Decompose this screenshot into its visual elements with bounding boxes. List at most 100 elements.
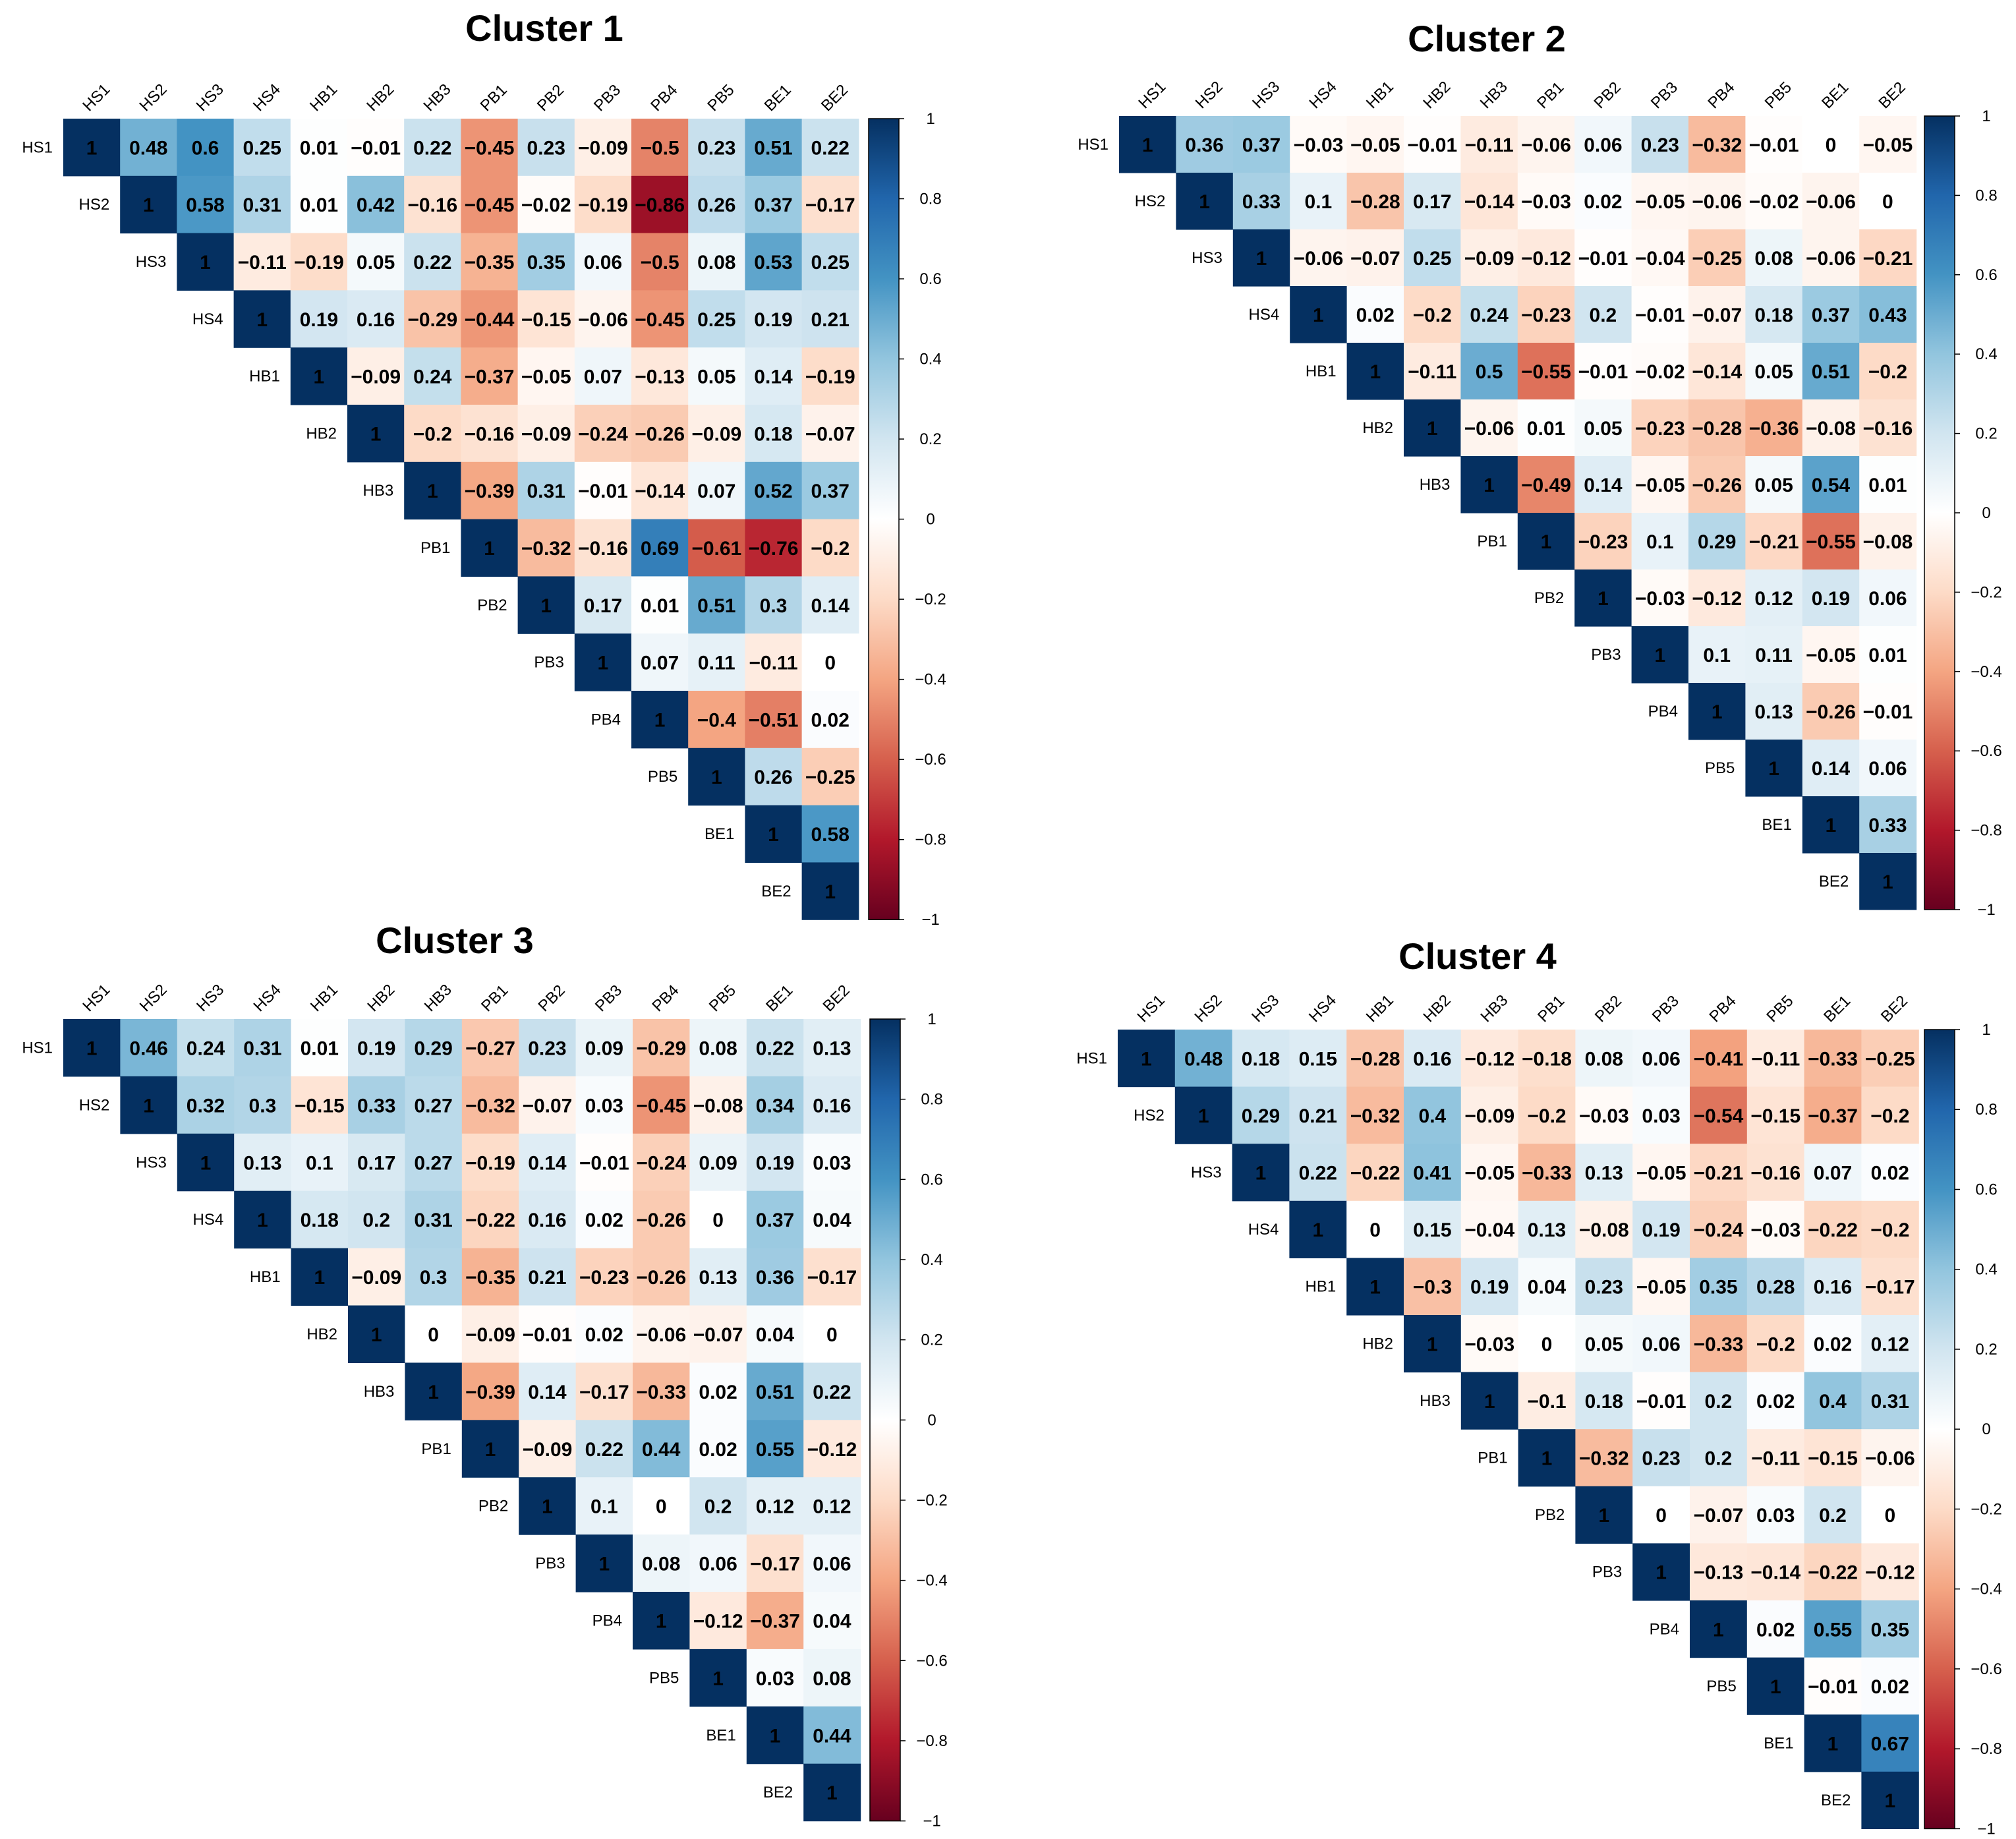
heatmap-cell (404, 405, 461, 463)
colorbar-tick-label: −0.8 (1971, 822, 2002, 840)
heatmap-cell (574, 175, 632, 234)
cell-value-label: −0.2 (811, 538, 850, 560)
heatmap-cell (177, 1076, 235, 1134)
cell-value-label: −0.09 (578, 137, 628, 159)
heatmap-cell (688, 461, 745, 520)
cell-value-label: 0.14 (528, 1382, 567, 1403)
cell-value-label: 0.46 (129, 1037, 167, 1059)
cell-value-label: 0.02 (699, 1439, 737, 1461)
heatmap-cell (1631, 569, 1689, 627)
column-label: PB3 (1648, 78, 1681, 112)
heatmap-cell (575, 1420, 633, 1478)
heatmap-cell (689, 1534, 747, 1592)
cell-value-label: −0.2 (1756, 1333, 1795, 1355)
column-label: BE2 (1878, 992, 1911, 1026)
cell-value-label: −0.21 (1693, 1163, 1743, 1184)
heatmap-cell (1575, 1086, 1633, 1144)
cell-value-label: 0.05 (1585, 1333, 1623, 1355)
cell-value-label: −0.06 (1293, 248, 1343, 270)
cell-value-label: −0.12 (807, 1439, 857, 1461)
cell-value-label: 0.06 (1642, 1048, 1680, 1070)
heatmap-cell (1404, 229, 1461, 287)
heatmap-cell (517, 576, 575, 634)
heatmap-cell (348, 1190, 405, 1249)
cell-value-label: −0.06 (1865, 1448, 1915, 1470)
cell-value-label: 0.15 (1413, 1219, 1451, 1241)
cell-value-label: 1 (1541, 1448, 1553, 1470)
cell-value-label: 0.11 (1755, 645, 1793, 666)
row-label: PB3 (535, 1555, 565, 1573)
colorbar-tick-label: 0.6 (1975, 266, 1997, 284)
heatmap-cell (801, 862, 859, 920)
row-label: PB2 (478, 1498, 508, 1515)
cell-value-label: 0.29 (1698, 531, 1736, 553)
cell-value-label: 0.14 (1584, 475, 1623, 496)
heatmap-cell (348, 1133, 405, 1192)
cell-value-label: 0.5 (1476, 361, 1503, 383)
row-label: PB2 (1535, 1506, 1565, 1524)
heatmap-cell (1575, 1429, 1633, 1487)
heatmap-cell (1289, 1144, 1347, 1202)
cell-value-label: 0.01 (300, 137, 338, 159)
cell-value-label: −0.26 (1806, 701, 1856, 723)
column-label: HB1 (1363, 991, 1397, 1026)
cell-value-label: 0.58 (811, 824, 850, 846)
cell-value-label: 0.44 (813, 1725, 851, 1747)
cell-value-label: 1 (712, 1668, 724, 1689)
column-label: PB5 (706, 981, 739, 1015)
heatmap-cell (1289, 1030, 1347, 1088)
heatmap-cell (801, 233, 859, 291)
cluster-panel: Cluster 3 HS1 HS2 HS3 HS4 HB1 HB2 HB3 PB1 PB2 PB3 P… (22, 920, 947, 1830)
cell-value-label: −0.17 (1865, 1277, 1915, 1299)
cell-value-label: 0.25 (243, 137, 281, 159)
heatmap-cell (575, 1305, 633, 1363)
cell-value-label: −0.39 (465, 481, 515, 502)
heatmap-cell (1859, 796, 1917, 854)
cell-value-label: 0.51 (697, 595, 735, 617)
heatmap-cell (1631, 286, 1689, 343)
cell-value-label: 0.01 (1868, 475, 1907, 496)
heatmap-cell (348, 1305, 405, 1363)
cell-value-label: 0.16 (813, 1095, 851, 1117)
cell-value-label: 0.22 (1299, 1163, 1337, 1184)
column-label: HB1 (306, 80, 341, 115)
heatmap-cell (1518, 1258, 1576, 1316)
heatmap-cell (1517, 286, 1575, 343)
cell-value-label: −0.32 (521, 538, 571, 560)
cell-value-label: 1 (1826, 815, 1837, 836)
heatmap-cell (1404, 1144, 1462, 1202)
heatmap-cell (631, 233, 689, 291)
cell-value-label: −0.2 (1527, 1105, 1566, 1127)
cell-value-label: 0.08 (1754, 248, 1793, 270)
cell-value-label: 0.58 (186, 194, 224, 216)
cell-value-label: −0.35 (465, 252, 515, 274)
cell-value-label: 1 (200, 1152, 212, 1174)
cell-value-label: 0.13 (813, 1037, 851, 1059)
heatmap-cell (1632, 1258, 1690, 1316)
colorbar-tick-label: −0.6 (916, 1652, 947, 1670)
heatmap-cell (631, 576, 689, 634)
column-label: BE1 (763, 981, 796, 1015)
cell-value-label: 0.03 (756, 1668, 794, 1689)
column-label: HS1 (79, 80, 113, 115)
heatmap-cell (1802, 343, 1860, 400)
colorbar-tick-label: 0.4 (919, 351, 941, 368)
heatmap-cell (1517, 343, 1575, 400)
heatmap-cell (1460, 1315, 1519, 1373)
row-label: BE2 (761, 883, 791, 900)
cell-value-label: 0.11 (698, 653, 735, 674)
cell-value-label: −0.22 (465, 1210, 515, 1231)
heatmap-cell (574, 233, 632, 291)
cell-value-label: −0.14 (1464, 191, 1514, 213)
cell-value-label: 0.08 (1585, 1048, 1623, 1070)
cell-value-label: −0.12 (1692, 588, 1742, 610)
cell-value-label: 1 (1312, 1219, 1323, 1241)
heatmap-cell (1632, 1200, 1690, 1258)
cell-value-label: −0.07 (1693, 1505, 1743, 1527)
heatmap-cell (1632, 1315, 1690, 1373)
heatmap-cell (1517, 399, 1575, 457)
heatmap-cell (519, 1133, 577, 1192)
cell-value-label: 0.15 (1299, 1048, 1337, 1070)
heatmap-cell (803, 1592, 861, 1650)
cell-value-label: −0.02 (1749, 191, 1799, 213)
